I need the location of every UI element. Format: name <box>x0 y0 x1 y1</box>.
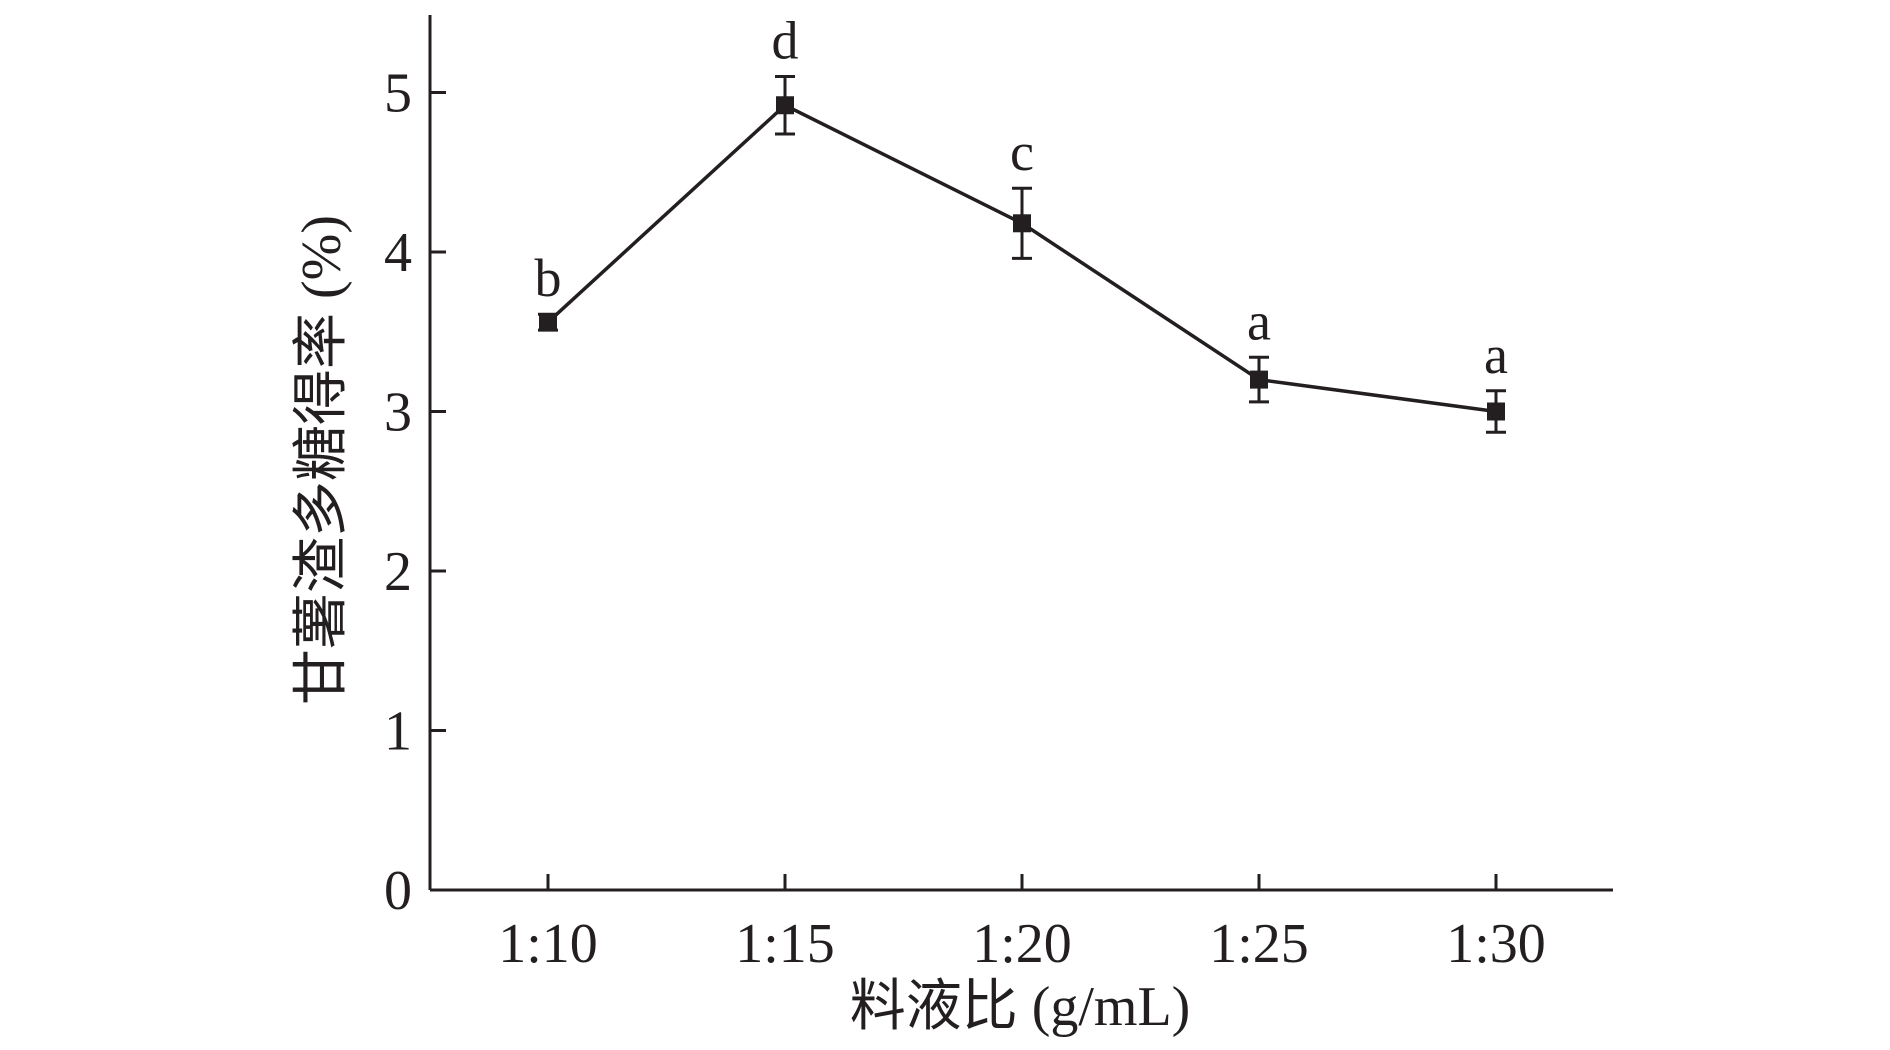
significance-label: c <box>1010 122 1034 182</box>
data-point <box>1013 214 1031 233</box>
axes: 0 1 2 3 4 5 1:10 1:15 1:20 1:25 1:30 <box>384 15 1613 975</box>
y-tick-label: 3 <box>384 382 412 444</box>
significance-label: a <box>1484 325 1508 385</box>
data-point <box>776 96 794 115</box>
y-tick-label: 2 <box>384 541 412 603</box>
y-tick-label: 0 <box>384 860 412 922</box>
x-tick-label: 1:30 <box>1446 913 1546 975</box>
y-tick-label: 5 <box>384 63 412 125</box>
significance-label: b <box>535 248 562 308</box>
x-axis-title: 料液比 (g/mL) <box>850 976 1191 1038</box>
y-tick-label: 1 <box>384 701 412 763</box>
x-tick-label: 1:20 <box>972 913 1072 975</box>
data-point <box>1250 370 1268 389</box>
x-tick-label: 1:15 <box>735 913 835 975</box>
significance-label: d <box>772 11 799 71</box>
significance-label: a <box>1247 291 1271 351</box>
y-tick-label: 4 <box>384 222 412 284</box>
y-axis-title: 甘薯渣多糖得率 (%) <box>291 215 353 705</box>
data-point <box>1487 402 1505 421</box>
x-tick-label: 1:10 <box>498 913 598 975</box>
data-point <box>539 313 557 332</box>
x-tick-label: 1:25 <box>1209 913 1309 975</box>
data-marks: b d c a a <box>535 11 1508 434</box>
